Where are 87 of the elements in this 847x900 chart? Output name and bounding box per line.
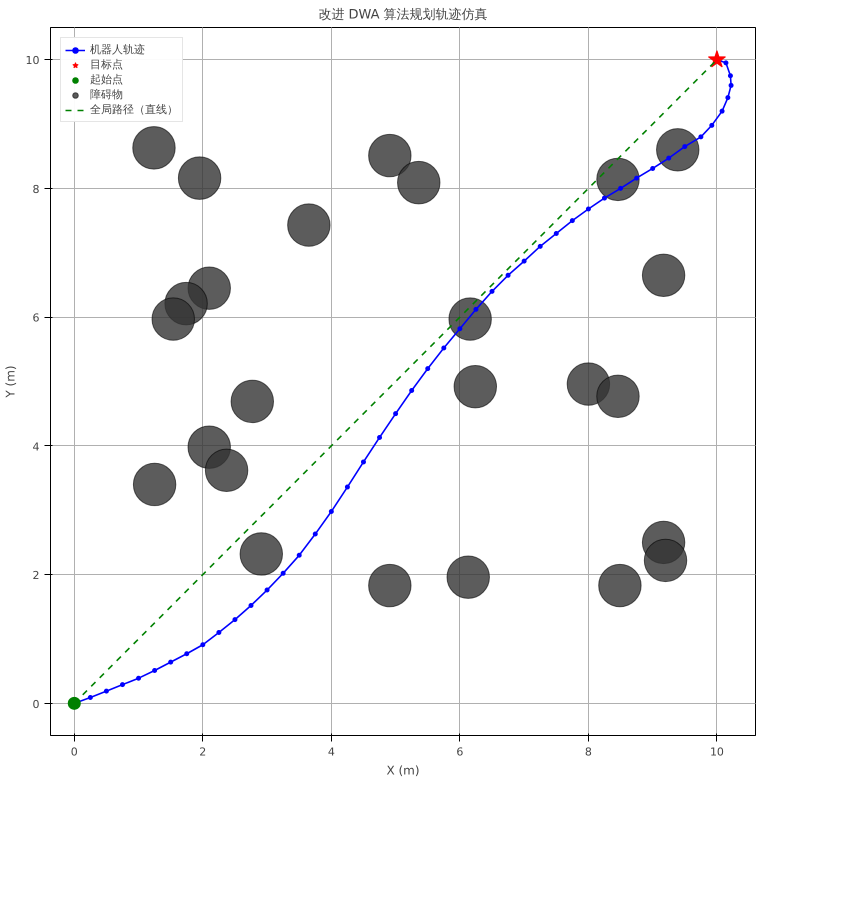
point bbox=[656, 128, 700, 172]
point bbox=[368, 564, 412, 608]
point bbox=[720, 108, 725, 114]
point bbox=[554, 230, 559, 236]
point bbox=[280, 570, 286, 576]
x-axis-title: X (m) bbox=[386, 764, 420, 778]
legend-label: 目标点 bbox=[90, 57, 123, 72]
point bbox=[296, 552, 302, 558]
point bbox=[216, 630, 222, 636]
point bbox=[506, 272, 511, 278]
point bbox=[397, 160, 440, 204]
point bbox=[104, 688, 109, 694]
point bbox=[728, 73, 733, 78]
y-tick-label: 0 bbox=[32, 698, 40, 711]
point bbox=[184, 651, 190, 656]
point bbox=[682, 144, 688, 150]
point bbox=[473, 306, 478, 312]
x-tick-label: 10 bbox=[710, 746, 724, 758]
point bbox=[634, 176, 640, 181]
point bbox=[596, 158, 640, 202]
point bbox=[598, 564, 642, 608]
point bbox=[328, 509, 334, 514]
point bbox=[570, 218, 575, 224]
point bbox=[522, 258, 527, 264]
point bbox=[240, 532, 283, 576]
point bbox=[88, 695, 93, 700]
point bbox=[586, 206, 591, 212]
x-tick-label: 2 bbox=[199, 746, 206, 758]
x-tick-label: 0 bbox=[70, 746, 78, 758]
point bbox=[446, 556, 490, 599]
point bbox=[120, 682, 125, 688]
point bbox=[287, 203, 331, 247]
point bbox=[68, 696, 81, 710]
point bbox=[264, 588, 270, 593]
point bbox=[490, 288, 495, 294]
legend-label: 障碍物 bbox=[90, 87, 123, 102]
chart-title: 改进 DWA 算法规划轨迹仿真 bbox=[318, 6, 488, 22]
point bbox=[709, 122, 714, 128]
point bbox=[178, 156, 222, 200]
point bbox=[360, 459, 366, 464]
point bbox=[454, 364, 498, 408]
point bbox=[368, 134, 412, 178]
point bbox=[708, 50, 726, 68]
y-axis-title: Y (m) bbox=[4, 365, 18, 399]
point bbox=[618, 186, 624, 191]
point bbox=[448, 297, 492, 341]
point bbox=[698, 134, 704, 140]
point bbox=[723, 60, 728, 66]
x-tick-label: 8 bbox=[584, 746, 592, 758]
point bbox=[425, 366, 430, 372]
legend-label: 起始点 bbox=[90, 72, 123, 87]
point bbox=[457, 326, 462, 332]
point bbox=[344, 484, 350, 490]
point bbox=[152, 297, 195, 341]
point bbox=[725, 95, 730, 100]
x-tick-label: 6 bbox=[456, 746, 464, 758]
point bbox=[230, 380, 274, 424]
point bbox=[441, 346, 446, 351]
point bbox=[200, 642, 206, 648]
point bbox=[728, 82, 734, 88]
point bbox=[642, 254, 686, 297]
point bbox=[152, 668, 158, 673]
point bbox=[132, 462, 176, 506]
point bbox=[232, 617, 238, 622]
legend-label: 机器人轨迹 bbox=[90, 42, 145, 57]
point bbox=[248, 602, 254, 608]
x-tick-label: 4 bbox=[328, 746, 335, 758]
point bbox=[650, 166, 656, 171]
point bbox=[538, 244, 543, 249]
point bbox=[168, 660, 174, 665]
point bbox=[409, 388, 414, 394]
point bbox=[204, 448, 248, 492]
point bbox=[132, 126, 176, 170]
point bbox=[602, 196, 607, 201]
point bbox=[644, 538, 688, 582]
point bbox=[393, 411, 398, 416]
point bbox=[312, 532, 318, 537]
y-tick-label: 8 bbox=[32, 182, 40, 196]
point bbox=[666, 156, 672, 161]
y-tick-label: 6 bbox=[32, 312, 40, 325]
point bbox=[377, 435, 382, 440]
legend-label: 全局路径（直线） bbox=[90, 102, 178, 117]
y-tick-label: 10 bbox=[26, 54, 40, 68]
y-tick-label: 2 bbox=[32, 569, 40, 582]
point bbox=[136, 676, 142, 681]
point bbox=[596, 374, 640, 418]
y-tick-label: 4 bbox=[32, 440, 40, 454]
